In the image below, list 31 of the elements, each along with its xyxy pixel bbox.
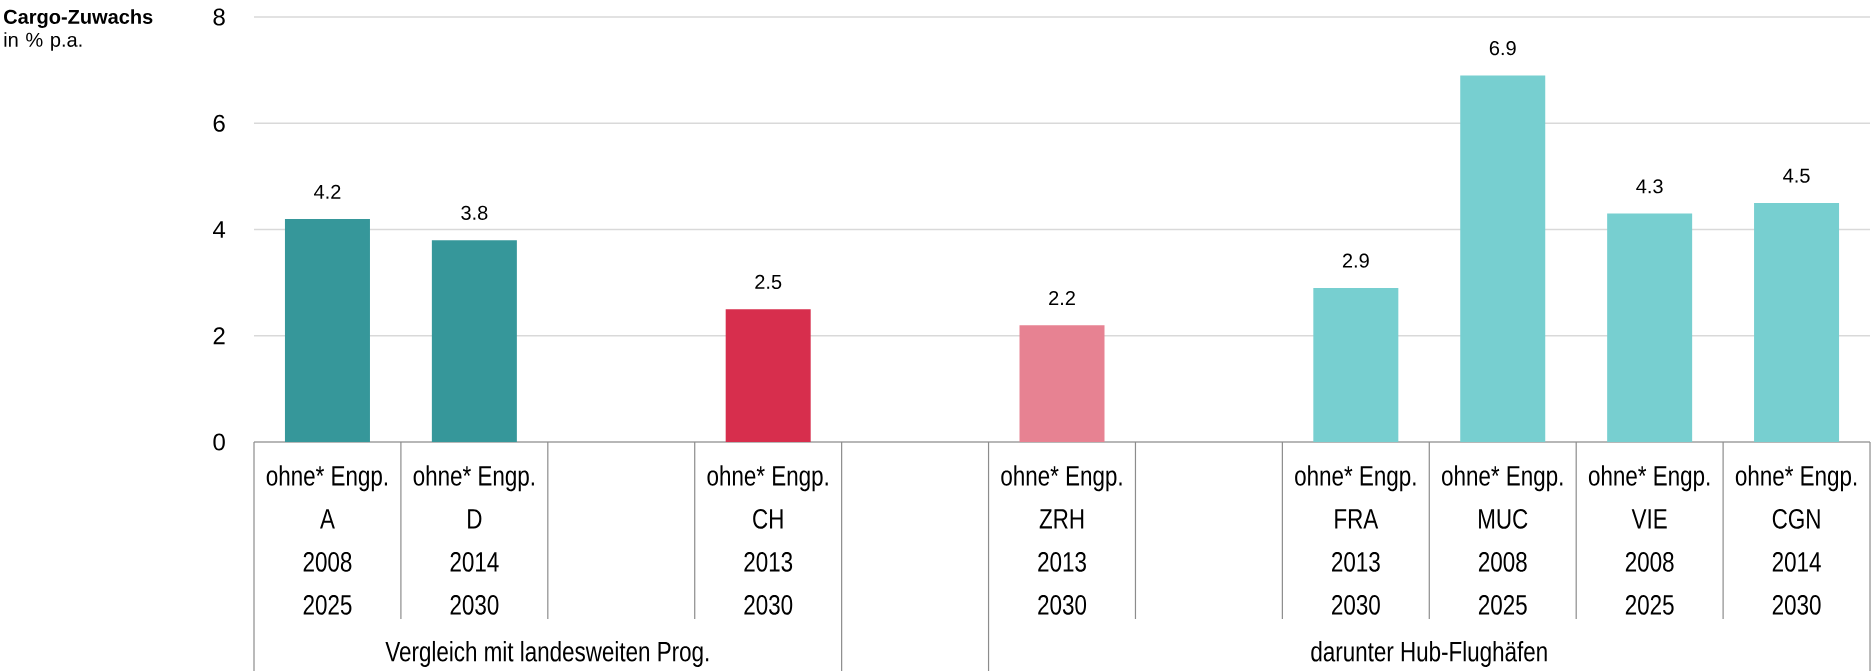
data-label: 2.9	[1342, 253, 1369, 268]
bar	[1313, 287, 1399, 442]
x-tick-label: ohne* Engp. CH 2013 2030	[707, 465, 828, 615]
data-label: 2.5	[755, 274, 782, 289]
y-tick-label: 2	[213, 327, 225, 345]
bar	[1019, 325, 1105, 442]
bar	[1607, 213, 1693, 442]
bar	[284, 218, 370, 442]
x-tick-label: ohne* Engp. A 2008 2025	[266, 465, 388, 615]
bar	[1460, 75, 1546, 442]
text: Vergleich mit landesweiten Prog.	[385, 640, 709, 668]
data-label: 3.8	[461, 205, 488, 220]
x-tick-label: ohne* Engp. CGN 2014 2030	[1735, 465, 1857, 615]
data-label: 4.2	[314, 184, 341, 199]
bar	[725, 309, 811, 442]
x-tick-label: ohne* Engp. VIE 2008 2025	[1588, 465, 1710, 615]
bar	[1754, 202, 1840, 442]
y-tick-label: 0	[213, 433, 225, 451]
x-tick-label: ohne* Engp. ZRH 2013 2030	[1001, 465, 1122, 615]
text: darunter Hub-Flughäfen	[1311, 640, 1547, 668]
y-tick-label: 6	[213, 114, 225, 132]
x-tick-label: ohne* Engp. D 2014 2030	[413, 465, 534, 615]
y-tick-label: 4	[213, 221, 226, 238]
data-label: 6.9	[1489, 41, 1516, 56]
y-axis-title: Cargo-Zuwachs in % p.a.	[4, 9, 153, 51]
data-label: 4.5	[1783, 168, 1810, 183]
y-tick-label: 8	[213, 8, 225, 26]
data-label: 4.3	[1636, 179, 1663, 194]
x-tick-label: ohne* Engp. MUC 2008 2025	[1442, 465, 1563, 615]
bar	[431, 240, 517, 442]
data-label: 2.2	[1049, 290, 1075, 305]
